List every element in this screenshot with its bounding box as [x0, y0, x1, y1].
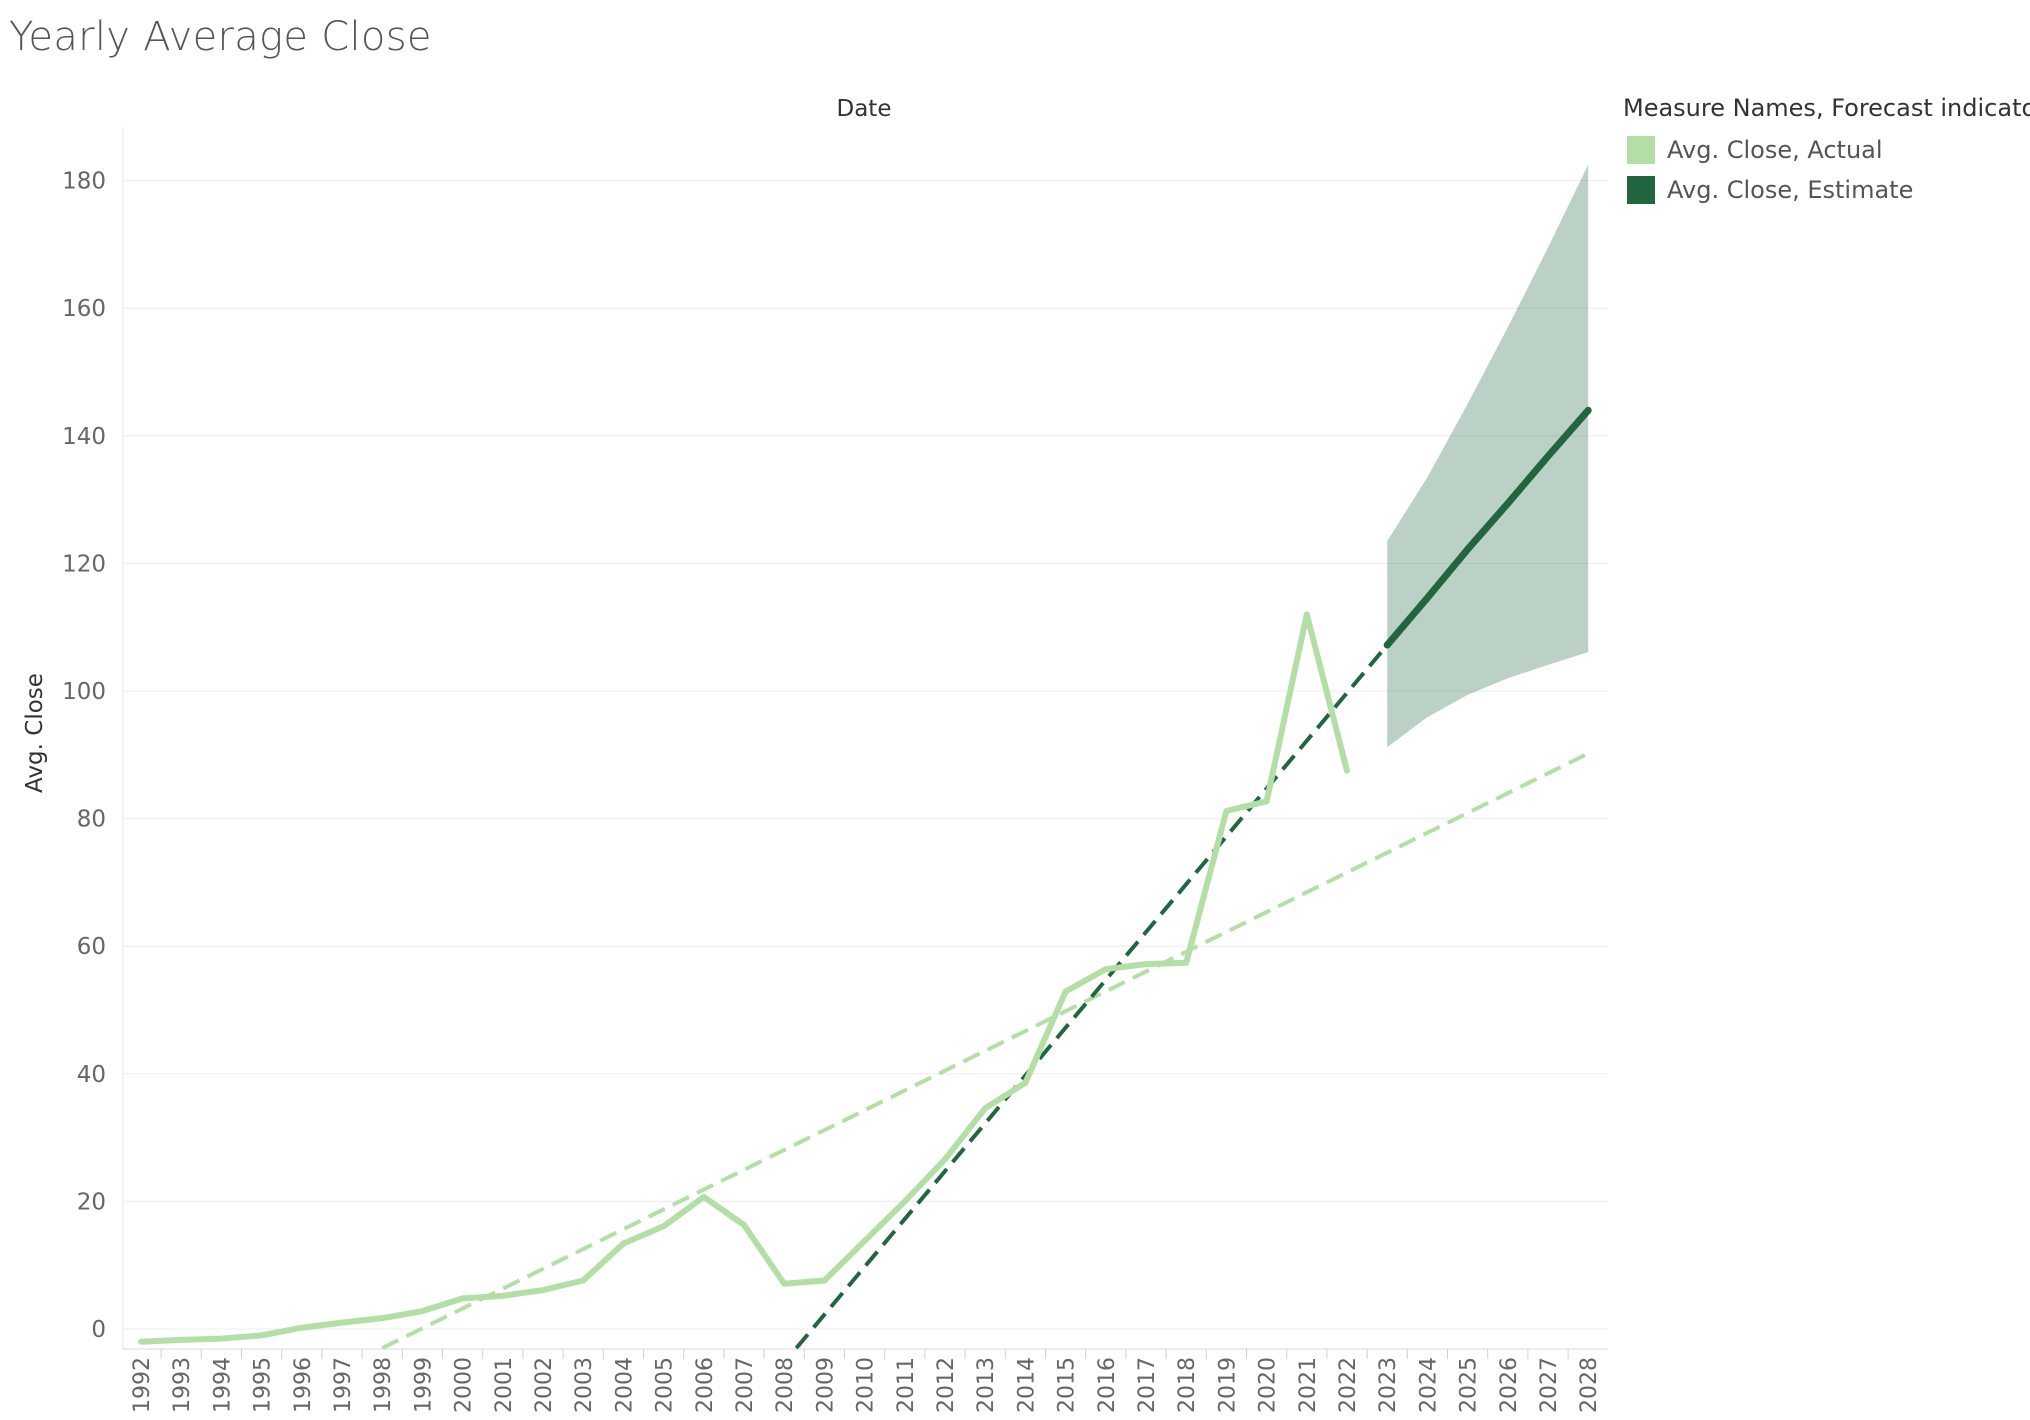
x-tick-label: 2026	[1497, 1357, 1522, 1413]
x-tick-label: 1998	[371, 1357, 396, 1413]
y-axis-title: Avg. Close	[22, 673, 48, 793]
x-tick-label: 2019	[1215, 1357, 1240, 1413]
x-tick-label: 2007	[733, 1357, 758, 1413]
x-tick-label: 2020	[1256, 1357, 1281, 1413]
y-tick-label: 60	[77, 934, 106, 960]
x-tick-label: 2017	[1135, 1357, 1160, 1413]
forecast-band-layer	[1387, 164, 1589, 748]
x-tick-label: 2021	[1296, 1357, 1321, 1413]
x-tick-label: 2011	[894, 1357, 919, 1413]
x-tick-label: 2024	[1416, 1357, 1441, 1413]
y-tick-label: 0	[91, 1317, 106, 1343]
legend[interactable]: Measure Names, Forecast indicator Avg. C…	[1623, 94, 2030, 210]
x-tick-label: 2009	[813, 1357, 838, 1413]
x-tick-label: 2028	[1577, 1357, 1602, 1413]
gridlines	[123, 180, 1608, 1330]
x-tick-label: 2018	[1175, 1357, 1200, 1413]
x-tick-label: 2005	[653, 1357, 678, 1413]
x-tick-label: 2000	[452, 1357, 477, 1413]
trend-line-actual	[381, 751, 1590, 1350]
axes	[122, 127, 1608, 1359]
x-axis-title: Date	[837, 96, 892, 122]
x-tick-label: 2022	[1336, 1357, 1361, 1413]
series-layer	[138, 406, 1592, 1345]
y-tick-label: 20	[77, 1189, 106, 1215]
x-tick-label: 1992	[130, 1357, 155, 1413]
chart-title: Yearly Average Close	[9, 14, 432, 60]
legend-label-actual: Avg. Close, Actual	[1667, 136, 1883, 164]
series-line-estimate	[1383, 406, 1592, 649]
x-tick-label: 1999	[411, 1357, 436, 1413]
x-tick-label: 2014	[1014, 1357, 1039, 1413]
legend-title: Measure Names, Forecast indicator	[1623, 94, 2030, 122]
x-tick-label: 2008	[773, 1357, 798, 1413]
x-tick-label: 2025	[1457, 1357, 1482, 1413]
x-tick-label: 2010	[854, 1357, 879, 1413]
legend-item-actual[interactable]: Avg. Close, Actual	[1623, 130, 2030, 170]
x-tick-label: 1995	[251, 1357, 276, 1413]
x-tick-label: 2004	[612, 1357, 637, 1413]
y-tick-label: 100	[62, 679, 106, 705]
trend-line-layer	[381, 643, 1590, 1350]
legend-swatch-estimate	[1627, 176, 1655, 204]
x-tick-label: 1993	[170, 1357, 195, 1413]
y-tick-label: 140	[62, 424, 106, 450]
x-tick-label: 1994	[210, 1357, 235, 1413]
series-line-actual	[138, 611, 1350, 1345]
x-tick-label: 2002	[532, 1357, 557, 1413]
x-tick-label: 2023	[1376, 1357, 1401, 1413]
y-tick-label: 180	[62, 169, 106, 195]
x-tick-label: 2016	[1095, 1357, 1120, 1413]
y-tick-label: 160	[62, 296, 106, 322]
forecast-prediction-band	[1387, 164, 1589, 748]
trend-line-estimate	[794, 643, 1389, 1350]
x-tick-label: 2001	[492, 1357, 517, 1413]
legend-swatch-actual	[1627, 136, 1655, 164]
y-tick-label: 40	[77, 1062, 106, 1088]
x-tick-label: 2012	[934, 1357, 959, 1413]
tick-labels: 0 20 40 60 80 100 120 140 160 180 1992 1993 1994 1995…	[62, 169, 1602, 1413]
legend-label-estimate: Avg. Close, Estimate	[1667, 176, 1914, 204]
x-tick-label: 1997	[331, 1357, 356, 1413]
x-tick-label: 2013	[974, 1357, 999, 1413]
x-tick-label: 1996	[291, 1357, 316, 1413]
y-tick-label: 80	[77, 807, 106, 833]
legend-item-estimate[interactable]: Avg. Close, Estimate	[1623, 170, 2030, 210]
x-tick-label: 2015	[1055, 1357, 1080, 1413]
x-tick-label: 2027	[1537, 1357, 1562, 1413]
x-tick-label: 2003	[572, 1357, 597, 1413]
y-tick-label: 120	[62, 551, 106, 577]
x-tick-label: 2006	[693, 1357, 718, 1413]
